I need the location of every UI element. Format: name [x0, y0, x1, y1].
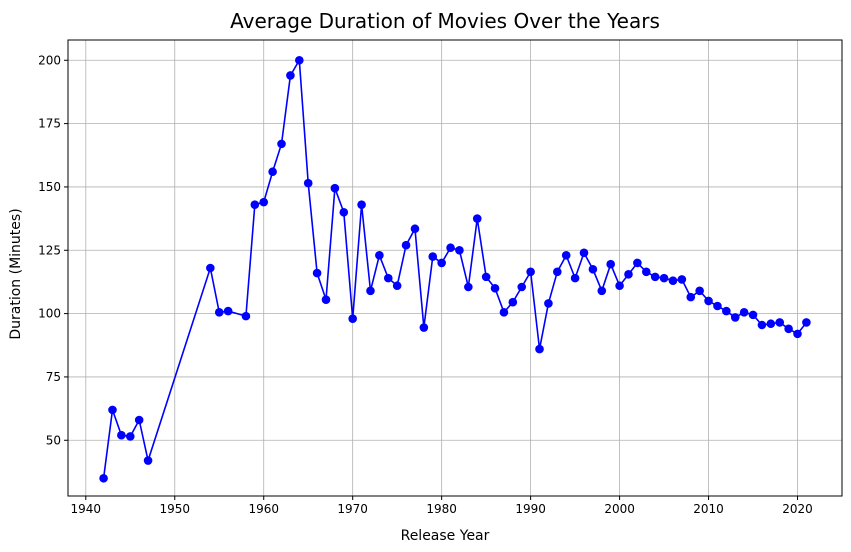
data-point [517, 282, 527, 292]
data-point [357, 200, 366, 209]
data-point [570, 273, 580, 283]
data-point [125, 432, 135, 441]
data-point [410, 224, 420, 234]
data-point [650, 272, 660, 282]
data-point [704, 296, 713, 306]
data-point [206, 263, 215, 273]
data-point [615, 281, 624, 291]
y-tick-label: 100 [38, 307, 61, 321]
x-tick-label: 1960 [248, 502, 279, 516]
data-point [739, 308, 749, 317]
data-point [553, 267, 562, 277]
data-point [286, 71, 295, 80]
data-point [455, 245, 464, 255]
x-tick-label: 2020 [782, 502, 813, 516]
data-point [259, 197, 269, 207]
data-point [784, 324, 793, 334]
plot-frame [67, 39, 843, 497]
data-point [214, 308, 224, 317]
data-point [277, 139, 286, 149]
y-tick-label: 50 [46, 433, 61, 447]
data-point [472, 214, 482, 223]
y-tick-label: 200 [38, 53, 61, 67]
x-tick-label: 1970 [337, 502, 368, 516]
data-point [490, 283, 500, 293]
data-point [606, 259, 615, 269]
data-point [143, 456, 153, 465]
x-tick-label: 2010 [693, 502, 724, 516]
data-point [722, 306, 731, 316]
data-point [802, 318, 811, 327]
data-point [401, 240, 411, 250]
data-point [366, 286, 375, 296]
data-point [437, 258, 446, 268]
y-axis-label: Duration (Minutes) [8, 208, 24, 339]
data-point [775, 318, 785, 327]
y-tick-label: 75 [46, 370, 61, 384]
data-point [526, 267, 535, 277]
axis-ticks: 1940 1950 1960 1970 1980 1990 2000 2010 2020 50 75… [38, 53, 813, 516]
data-point [597, 286, 607, 296]
data-point [321, 295, 331, 304]
data-point [134, 415, 144, 425]
data-point [419, 323, 429, 332]
data-point [730, 313, 740, 322]
data-point [499, 308, 509, 317]
x-tick-label: 1990 [515, 502, 546, 516]
y-tick-label: 175 [38, 117, 61, 131]
data-point [695, 286, 704, 296]
data-point [659, 273, 669, 283]
data-point [757, 320, 767, 330]
data-point [677, 275, 687, 284]
data-point [250, 200, 260, 209]
data-point [375, 251, 384, 260]
data-point [223, 306, 233, 316]
data-point [641, 267, 651, 277]
data-point [312, 268, 322, 278]
x-tick-label: 1940 [71, 502, 102, 516]
data-point [508, 297, 518, 307]
data-point [330, 183, 340, 193]
data-point [428, 252, 438, 261]
data-point [561, 251, 571, 260]
data-point [295, 55, 304, 65]
x-axis-label: Release Year [401, 528, 490, 544]
data-point [108, 405, 117, 415]
data-point [713, 301, 722, 311]
data-point [268, 167, 277, 177]
data-point [588, 264, 598, 274]
data-point [579, 248, 589, 258]
data-point [464, 282, 473, 292]
y-tick-label: 150 [38, 180, 61, 194]
data-point [748, 310, 758, 320]
chart-title: Average Duration of Movies Over the Year… [230, 9, 660, 33]
data-series [99, 55, 811, 483]
x-tick-label: 1980 [426, 502, 457, 516]
data-point [392, 281, 402, 291]
data-point [446, 243, 455, 253]
data-point [339, 207, 349, 217]
data-point [624, 270, 633, 279]
data-point [348, 314, 357, 323]
data-point [241, 311, 251, 321]
x-tick-label: 2000 [604, 502, 635, 516]
data-point [535, 344, 544, 354]
y-tick-label: 125 [38, 243, 61, 257]
data-point [766, 319, 776, 329]
data-point [793, 329, 802, 339]
data-point [117, 430, 126, 440]
data-point [686, 292, 696, 302]
data-point [544, 299, 553, 308]
data-point [668, 276, 678, 285]
data-point [383, 273, 393, 283]
data-point [99, 473, 108, 483]
x-tick-label: 1950 [159, 502, 190, 516]
data-point [303, 178, 313, 188]
data-point [481, 272, 491, 282]
data-point [633, 258, 642, 268]
